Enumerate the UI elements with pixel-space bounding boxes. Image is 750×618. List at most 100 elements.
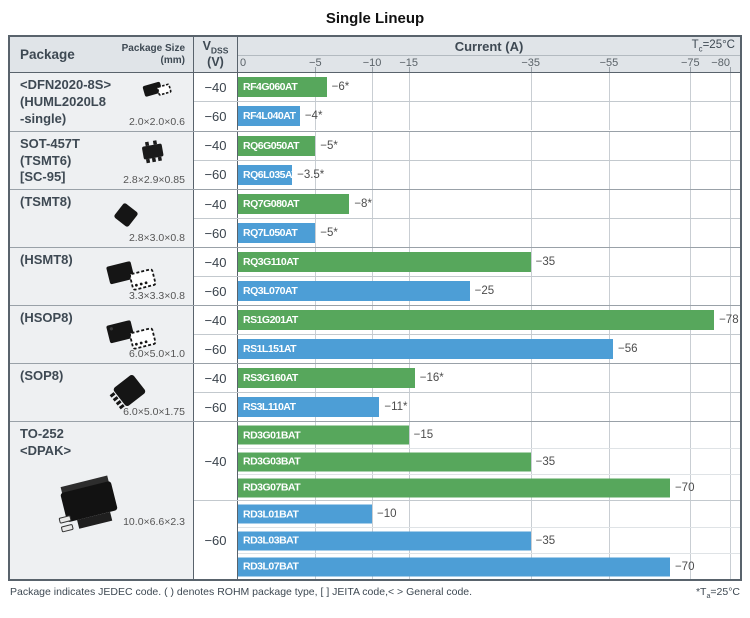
current-bar: RS3G160AT — [238, 368, 415, 389]
current-header-row: Current (A) Tc=25°C — [238, 37, 740, 56]
current-bar: RQ3L070AT — [238, 281, 470, 302]
gridline — [729, 131, 731, 160]
gridline — [408, 422, 410, 449]
axis-tick-row: 0 −5 −10 −15 −35 −55 −75 −80 — [238, 56, 740, 72]
axis-tick-mark — [530, 67, 532, 72]
current-bar: RD3G01BAT — [238, 425, 409, 445]
bar-part-label: RF4G060AT — [243, 81, 298, 93]
vdss-value: −60 — [194, 393, 238, 422]
vdss-value: −40 — [194, 422, 238, 501]
bar-value-label: −4* — [304, 110, 323, 122]
bar-part-label: RD3L03BAT — [243, 534, 299, 547]
gridline — [372, 190, 374, 219]
vdss-group: −40 RF4G060AT −6* — [194, 73, 740, 101]
axis-tick-mark — [729, 67, 731, 72]
bar-value-label: −10 — [377, 508, 397, 521]
footer-note: Package indicates JEDEC code. ( ) denote… — [10, 586, 473, 599]
gridline — [608, 160, 610, 189]
bar-row: RD3L03BAT −35 — [238, 527, 740, 554]
lineup-table: Package Package Size (mm) VDSS (V) Curren… — [8, 35, 742, 582]
package-size: 6.0×5.0×1.75 — [123, 406, 185, 419]
package-name: (SOP8) — [20, 368, 64, 384]
tc-condition-label: Tc=25°C — [691, 39, 735, 54]
current-bar: RD3G03BAT — [238, 452, 531, 472]
vdss-group: −40 RS1G201AT −78 — [194, 306, 740, 335]
package-row: (SOP8) 6.0×5.0×1.75 −40 RS3G160AT −16* −… — [10, 363, 740, 422]
gridline — [690, 219, 692, 248]
package-size: 6.0×5.0×1.0 — [128, 348, 185, 361]
vdss-group: −60 RS3L110AT −11* — [194, 392, 740, 422]
axis-tick-label: 0 — [240, 57, 247, 69]
bar-part-label: RS1L151AT — [243, 343, 297, 356]
bar-row: RD3G07BAT −70 — [238, 474, 740, 501]
vdss-value: −40 — [194, 190, 238, 219]
gridline — [690, 73, 692, 101]
gridline — [729, 364, 731, 393]
gridline — [372, 219, 374, 248]
package-header-cell: Package Package Size (mm) — [10, 37, 194, 72]
package-size: 10.0×6.6×2.3 — [123, 516, 185, 529]
gridline — [530, 131, 532, 160]
gridline — [729, 248, 731, 277]
package-size: 2.8×3.0×0.8 — [128, 232, 185, 245]
axis-tick-mark — [372, 67, 374, 72]
vdss-group: −60 RD3L01BAT −10 RD3L03BAT −35 RD3L07BA… — [194, 500, 740, 580]
gridline — [530, 160, 532, 189]
gridline — [729, 449, 731, 475]
current-axis-title: Current (A) — [454, 38, 524, 54]
gridline — [729, 102, 731, 130]
gridline — [530, 501, 532, 528]
axis-tick-label: −35 — [521, 57, 540, 69]
gridline — [729, 528, 731, 554]
axis-tick-mark — [690, 67, 692, 72]
gridline — [608, 449, 610, 475]
bar-value-label: −25 — [474, 285, 495, 298]
gridline — [372, 501, 374, 528]
gridline — [608, 73, 610, 101]
vdss-header-unit: (V) — [207, 54, 224, 69]
bar-value-label: −5* — [320, 139, 338, 152]
current-bar: RQ7L050AT — [238, 223, 316, 244]
bar-part-label: RD3L07BAT — [243, 560, 299, 573]
vdss-value: −60 — [194, 160, 238, 189]
vdss-value: −40 — [194, 73, 238, 101]
package-cell: TO-252 <DPAK> 10.0×6.6×2.3 — [10, 422, 194, 580]
bar-row: RF4G060AT −6* — [238, 73, 740, 101]
gridline — [408, 219, 410, 248]
bar-row: RD3G03BAT −35 — [238, 448, 740, 475]
bar-row: RQ3G110AT −35 — [238, 248, 740, 277]
gridline — [690, 131, 692, 160]
package-icon-hsop8 — [106, 320, 157, 350]
bar-part-label: RQ7G080AT — [243, 198, 300, 211]
package-cell: (TSMT8) 2.8×3.0×0.8 — [10, 190, 194, 248]
package-cell: SOT-457T (TSMT6) [SC-95] 2.8×2.9×0.85 — [10, 131, 194, 190]
current-bar: RD3L01BAT — [238, 504, 373, 524]
bar-row: RS3L110AT −11* — [238, 393, 740, 422]
gridline — [608, 277, 610, 306]
current-bar: RS1L151AT — [238, 339, 614, 360]
gridline — [315, 160, 317, 189]
axis-tick-label: −5 — [309, 57, 322, 69]
bar-row: RF4L040AT −4* — [238, 102, 740, 130]
gridline — [729, 190, 731, 219]
bar-part-label: RQ7L050AT — [243, 227, 298, 240]
bar-row: RQ6L035AT −3.5* — [238, 160, 740, 189]
footer-ta-note: *Ta=25°C — [695, 586, 740, 601]
gridline — [729, 335, 731, 364]
current-bar: RF4G060AT — [238, 77, 327, 97]
axis-tick-mark — [608, 67, 610, 72]
package-size: 3.3×3.3×0.8 — [128, 290, 185, 303]
gridline — [530, 364, 532, 393]
current-bar: RQ6G050AT — [238, 135, 316, 156]
bar-part-label: RD3G07BAT — [243, 481, 301, 494]
current-header-cell: Current (A) Tc=25°C 0 −5 −10 −15 −35 −55 −75 −8… — [238, 37, 740, 72]
gridline — [690, 449, 692, 475]
bar-part-label: RQ3G110AT — [243, 256, 299, 269]
vdss-group: −60 RF4L040AT −4* — [194, 101, 740, 130]
bar-part-label: RF4L040AT — [243, 110, 296, 122]
package-icon-tsmt8 — [114, 203, 138, 227]
package-cell: (HSOP8) 6.0×5.0×1.0 — [10, 306, 194, 364]
package-name: (HSOP8) — [20, 310, 73, 326]
current-bar: RQ3G110AT — [238, 252, 531, 273]
vdss-group: −60 RQ3L070AT −25 — [194, 276, 740, 306]
